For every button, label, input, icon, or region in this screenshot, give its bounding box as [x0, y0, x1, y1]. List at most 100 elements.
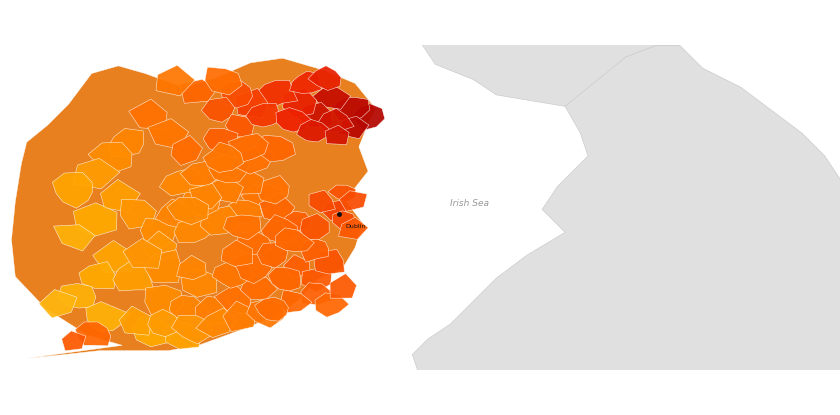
Polygon shape	[113, 261, 154, 291]
Polygon shape	[214, 284, 250, 314]
Polygon shape	[309, 190, 335, 212]
Polygon shape	[120, 199, 156, 229]
Polygon shape	[223, 301, 257, 332]
Polygon shape	[155, 199, 199, 228]
Polygon shape	[330, 273, 356, 298]
Polygon shape	[297, 120, 329, 142]
Polygon shape	[246, 103, 281, 127]
Polygon shape	[144, 285, 184, 316]
Polygon shape	[300, 239, 328, 262]
Polygon shape	[339, 191, 367, 211]
Polygon shape	[225, 114, 254, 138]
Polygon shape	[318, 108, 354, 132]
Polygon shape	[209, 155, 249, 183]
Polygon shape	[176, 255, 206, 280]
Polygon shape	[88, 142, 132, 173]
Polygon shape	[200, 206, 240, 235]
Polygon shape	[79, 261, 115, 289]
Polygon shape	[123, 238, 162, 268]
Polygon shape	[315, 293, 349, 317]
Polygon shape	[73, 159, 120, 189]
Polygon shape	[212, 260, 252, 288]
Polygon shape	[196, 308, 237, 337]
Polygon shape	[328, 185, 356, 202]
Polygon shape	[171, 135, 202, 166]
Polygon shape	[196, 296, 231, 326]
Polygon shape	[260, 193, 295, 222]
Polygon shape	[232, 145, 276, 174]
Polygon shape	[221, 240, 253, 266]
Polygon shape	[338, 116, 369, 139]
Polygon shape	[301, 283, 331, 305]
Polygon shape	[230, 251, 272, 283]
Polygon shape	[240, 276, 278, 299]
Polygon shape	[257, 81, 297, 109]
Polygon shape	[234, 232, 273, 255]
Polygon shape	[297, 103, 333, 128]
Polygon shape	[207, 176, 244, 203]
Polygon shape	[156, 65, 195, 96]
Polygon shape	[325, 125, 349, 144]
Polygon shape	[420, 0, 680, 106]
Polygon shape	[241, 185, 285, 209]
Polygon shape	[182, 186, 221, 217]
Polygon shape	[39, 290, 77, 318]
Polygon shape	[101, 179, 140, 212]
Polygon shape	[169, 295, 210, 320]
Polygon shape	[221, 81, 253, 108]
Polygon shape	[203, 129, 238, 156]
Polygon shape	[12, 58, 375, 358]
Polygon shape	[119, 306, 152, 335]
Polygon shape	[314, 249, 344, 274]
Polygon shape	[202, 98, 234, 122]
Polygon shape	[235, 88, 268, 118]
Polygon shape	[276, 107, 312, 132]
Polygon shape	[140, 218, 177, 250]
Polygon shape	[228, 134, 269, 163]
Polygon shape	[276, 228, 314, 251]
Polygon shape	[312, 87, 350, 109]
Polygon shape	[132, 317, 174, 347]
Polygon shape	[254, 135, 296, 162]
Polygon shape	[180, 79, 218, 103]
Polygon shape	[381, 45, 840, 415]
Polygon shape	[92, 240, 134, 273]
Polygon shape	[268, 267, 301, 291]
Polygon shape	[167, 197, 208, 225]
Polygon shape	[290, 71, 322, 93]
Polygon shape	[247, 299, 284, 328]
Polygon shape	[223, 215, 261, 240]
Polygon shape	[174, 219, 216, 243]
Polygon shape	[181, 268, 217, 297]
Polygon shape	[203, 142, 244, 173]
Polygon shape	[333, 211, 356, 230]
Polygon shape	[54, 225, 95, 251]
Polygon shape	[205, 67, 242, 95]
Polygon shape	[57, 283, 96, 308]
Polygon shape	[308, 66, 341, 90]
Polygon shape	[322, 200, 348, 221]
Polygon shape	[141, 231, 177, 261]
Text: Irish Sea: Irish Sea	[450, 199, 489, 208]
Polygon shape	[73, 203, 117, 236]
Polygon shape	[333, 97, 370, 122]
Text: Dublin: Dublin	[345, 224, 365, 229]
Polygon shape	[171, 315, 213, 344]
Polygon shape	[75, 322, 111, 346]
Polygon shape	[52, 172, 92, 208]
Polygon shape	[282, 88, 317, 118]
Polygon shape	[148, 119, 189, 149]
Polygon shape	[223, 200, 262, 224]
Polygon shape	[165, 322, 202, 349]
Polygon shape	[300, 213, 329, 240]
Polygon shape	[302, 269, 332, 292]
Polygon shape	[257, 243, 288, 268]
Polygon shape	[189, 183, 222, 209]
Polygon shape	[261, 215, 298, 243]
Polygon shape	[181, 161, 218, 186]
Polygon shape	[282, 211, 312, 231]
Polygon shape	[129, 99, 167, 129]
Polygon shape	[255, 297, 288, 321]
Polygon shape	[109, 128, 144, 157]
Polygon shape	[148, 309, 181, 337]
